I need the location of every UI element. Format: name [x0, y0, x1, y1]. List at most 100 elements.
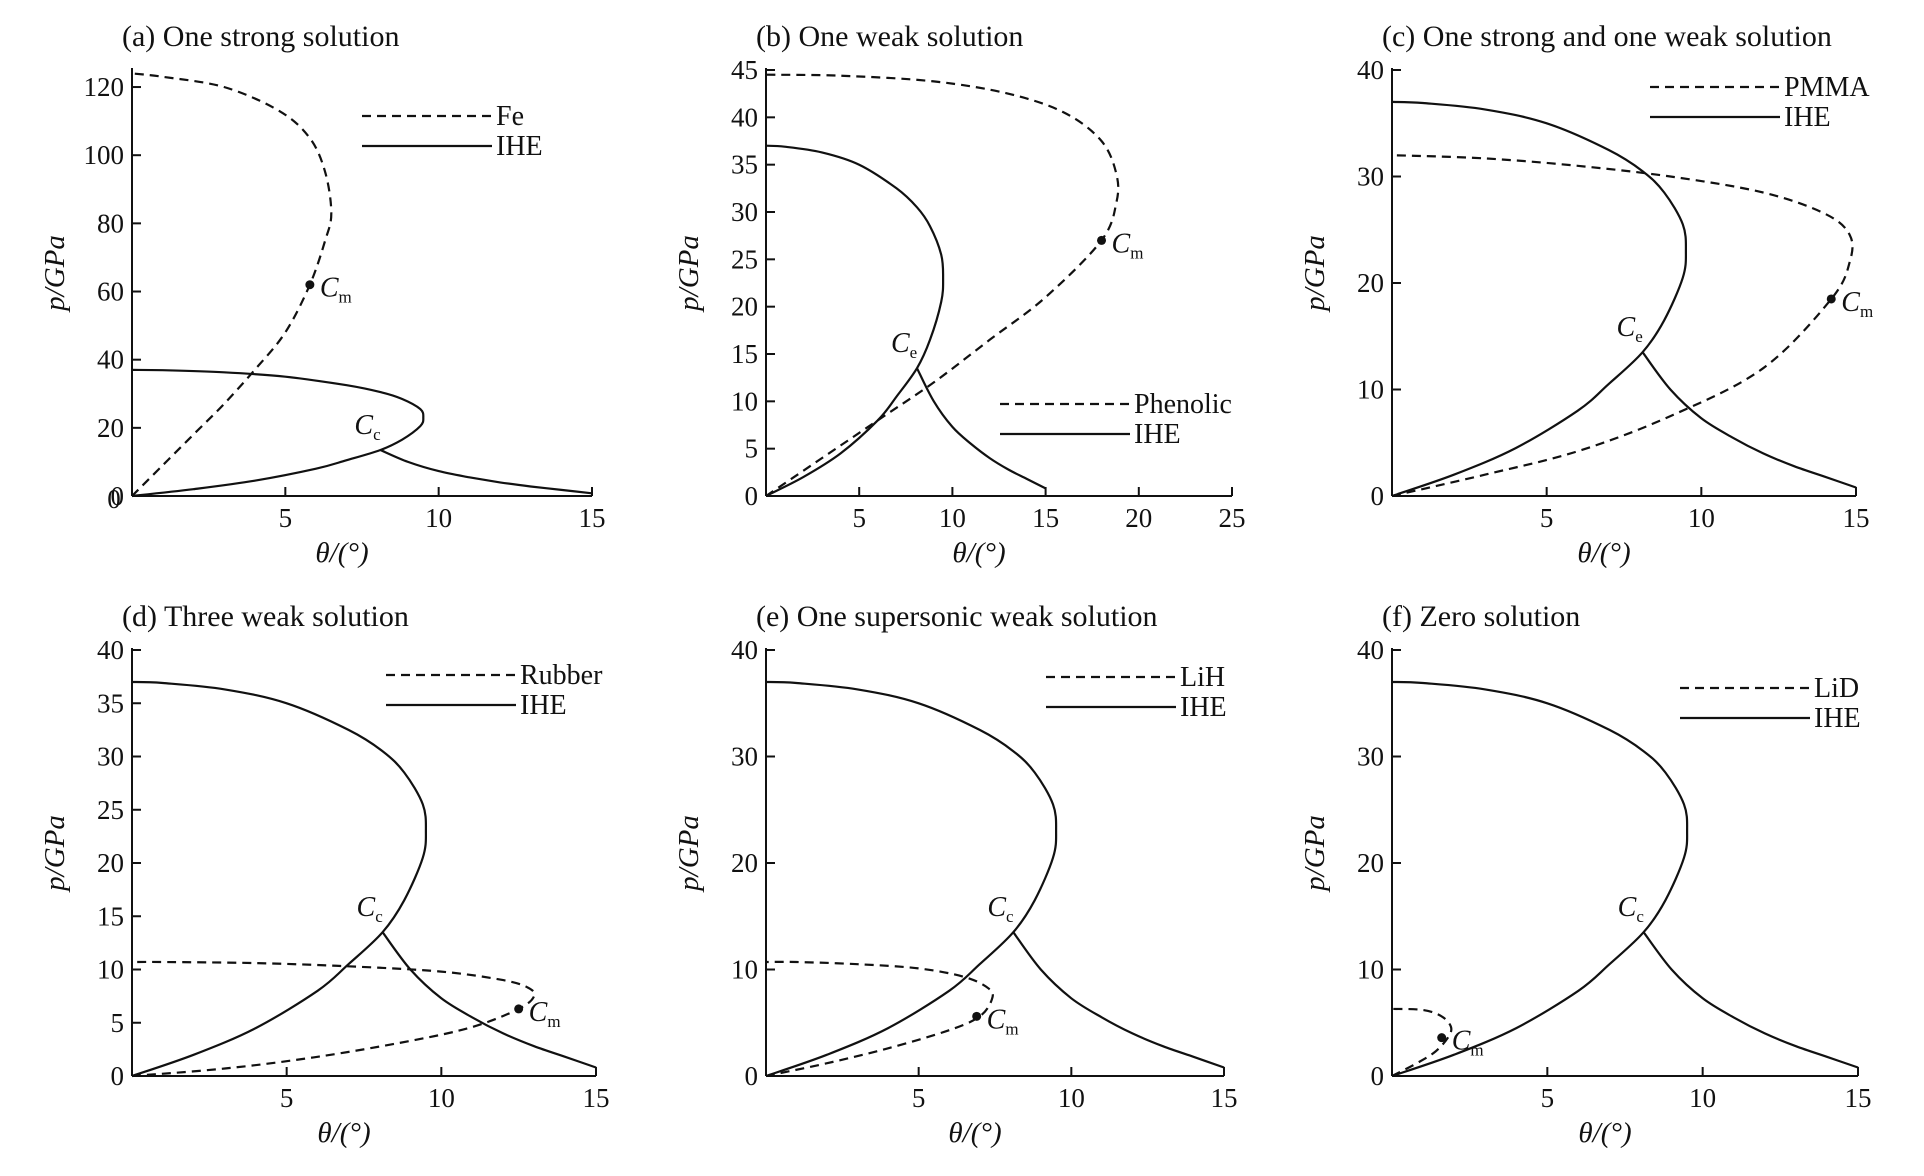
y-tick-label: 0	[111, 1061, 125, 1091]
y-axis-label: p/GPa	[39, 815, 71, 893]
x-tick-label: 15	[1032, 503, 1059, 533]
y-tick-label: 30	[97, 742, 124, 772]
series-line-ihe	[765, 680, 1058, 1078]
legend-label: IHE	[496, 131, 543, 162]
annotation-subscript: m	[1005, 1019, 1018, 1038]
annotation-letter: C	[1112, 228, 1131, 259]
point-annotation: Cm	[1112, 228, 1144, 262]
y-tick-label: 0	[745, 1061, 759, 1091]
x-axis-label: θ/(°)	[1578, 1117, 1631, 1149]
point-annotation: Cm	[529, 997, 561, 1031]
x-tick-label: 10	[425, 503, 452, 533]
chart-panel-f: (f) Zero solution 0 10 20 30 40 5 10 15 θ/(°) p/GP…	[1299, 600, 1872, 1149]
y-tick-label: 45	[731, 55, 758, 85]
chart-title: (f) Zero solution	[1382, 600, 1580, 633]
y-axis-label: p/GPa	[39, 235, 71, 313]
y-tick-label: 0	[111, 481, 125, 511]
x-tick-label: 15	[1211, 1083, 1238, 1113]
x-tick-label: 5	[279, 503, 293, 533]
y-tick-label: 40	[1357, 55, 1384, 85]
legend-label: IHE	[1134, 419, 1181, 450]
x-tick-label: 5	[912, 1083, 926, 1113]
chart-title: (c) One strong and one weak solution	[1382, 20, 1832, 53]
y-tick-label: 25	[731, 244, 758, 274]
x-tick-label: 10	[428, 1083, 455, 1113]
series-line-ihe	[765, 144, 945, 497]
chart-title: (e) One supersonic weak solution	[756, 600, 1158, 633]
chart-title: (b) One weak solution	[756, 20, 1023, 53]
legend-label: LiD	[1814, 673, 1859, 704]
x-axis-label: θ/(°)	[315, 537, 368, 569]
legend-label: IHE	[1814, 703, 1861, 734]
annotation-subscript: e	[910, 343, 918, 362]
legend-label: PMMA	[1784, 72, 1870, 103]
annotation-letter: C	[354, 410, 373, 441]
chart-title: (a) One strong solution	[122, 20, 399, 53]
y-tick-label: 15	[97, 901, 124, 931]
y-tick-label: 25	[97, 795, 124, 825]
series-line-lid	[1391, 1007, 1453, 1077]
legend-label: IHE	[520, 690, 567, 721]
series-line-branch	[1012, 931, 1225, 1069]
annotation-subscript: m	[339, 288, 352, 307]
x-tick-label: 15	[583, 1083, 610, 1113]
annotation-letter: C	[1617, 312, 1636, 343]
y-tick-label: 40	[731, 102, 758, 132]
y-tick-label: 40	[1357, 635, 1384, 665]
series-line-pmma	[1391, 154, 1854, 498]
series-line-fe	[131, 72, 333, 497]
legend-label: IHE	[1180, 692, 1227, 723]
x-tick-label: 20	[1125, 503, 1152, 533]
chart-panel-b: (b) One weak solution 0 5 10 15 20 25 30 35 40 45 5…	[673, 20, 1246, 569]
y-tick-label: 30	[1357, 742, 1384, 772]
y-tick-label: 35	[97, 688, 124, 718]
series-line-lih	[765, 960, 994, 1078]
y-tick-label: 20	[1357, 268, 1384, 298]
annotation-letter: C	[987, 892, 1006, 923]
x-tick-label: 5	[852, 503, 866, 533]
series-line-ihe	[1391, 100, 1688, 498]
annotation-subscript: e	[1635, 327, 1643, 346]
annotation-letter: C	[1452, 1026, 1471, 1057]
point-annotation: Cm	[987, 1004, 1019, 1038]
point-annotation: Ce	[1617, 312, 1643, 346]
x-tick-label: 25	[1219, 503, 1246, 533]
x-axis-label: θ/(°)	[948, 1117, 1001, 1149]
x-tick-label: 10	[1058, 1083, 1085, 1113]
y-tick-label: 0	[1371, 481, 1385, 511]
chart-panel-c: (c) One strong and one weak solution 0 10 2…	[1299, 20, 1873, 569]
series-line-branch	[1641, 351, 1857, 489]
y-axis-label: p/GPa	[1299, 235, 1331, 313]
y-tick-label: 120	[84, 72, 125, 102]
x-axis-label: θ/(°)	[952, 537, 1005, 569]
y-tick-label: 10	[731, 386, 758, 416]
point-annotation: Cm	[320, 273, 352, 307]
y-tick-label: 40	[97, 345, 124, 375]
y-axis-label: p/GPa	[673, 815, 705, 893]
series-line-ihe	[131, 680, 428, 1078]
annotation-letter: C	[987, 1004, 1006, 1035]
annotation-letter: C	[357, 892, 376, 923]
critical-point-marker	[1437, 1033, 1447, 1043]
y-tick-label: 0	[745, 481, 759, 511]
point-annotation: Cc	[354, 410, 381, 444]
annotation-subscript: m	[1860, 302, 1873, 321]
x-tick-label: 5	[1541, 1083, 1555, 1113]
series-line-branch	[379, 448, 593, 495]
point-annotation: Cc	[987, 892, 1014, 926]
y-tick-label: 10	[1357, 955, 1384, 985]
x-tick-label: 10	[939, 503, 966, 533]
annotation-subscript: c	[1636, 907, 1644, 926]
y-tick-label: 20	[731, 292, 758, 322]
series-line-branch	[1642, 931, 1859, 1069]
x-tick-label: 5	[280, 1083, 294, 1113]
x-tick-label: 15	[1845, 1083, 1872, 1113]
legend-label: Fe	[496, 101, 524, 132]
annotation-letter: C	[891, 328, 910, 359]
annotation-subscript: c	[375, 907, 383, 926]
y-tick-label: 0	[1371, 1061, 1385, 1091]
y-axis-label: p/GPa	[1299, 815, 1331, 893]
y-tick-label: 60	[97, 277, 124, 307]
